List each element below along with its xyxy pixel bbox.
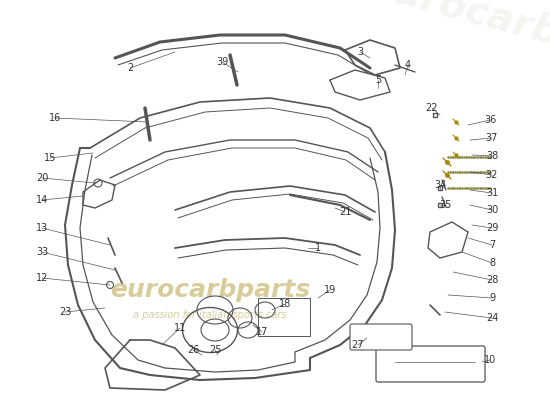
- Text: eurocarbparts: eurocarbparts: [365, 0, 550, 84]
- Text: 17: 17: [256, 327, 268, 337]
- Text: 11: 11: [174, 323, 186, 333]
- Text: 10: 10: [484, 355, 496, 365]
- Text: a passion for italian sports cars: a passion for italian sports cars: [133, 310, 287, 320]
- Text: 4: 4: [405, 60, 411, 70]
- Text: 30: 30: [486, 205, 498, 215]
- FancyBboxPatch shape: [376, 346, 485, 382]
- Text: 2: 2: [127, 63, 133, 73]
- Text: 20: 20: [36, 173, 48, 183]
- FancyBboxPatch shape: [350, 324, 412, 350]
- Text: 22: 22: [426, 103, 438, 113]
- Text: eurocarbparts: eurocarbparts: [110, 278, 310, 302]
- Text: 33: 33: [36, 247, 48, 257]
- Text: 38: 38: [486, 151, 498, 161]
- Text: 21: 21: [339, 207, 351, 217]
- Text: 13: 13: [36, 223, 48, 233]
- Text: 36: 36: [484, 115, 496, 125]
- Text: 32: 32: [486, 170, 498, 180]
- Text: 29: 29: [486, 223, 498, 233]
- Text: 34: 34: [434, 180, 446, 190]
- Text: 31: 31: [486, 188, 498, 198]
- Text: 8: 8: [489, 258, 495, 268]
- Text: 1: 1: [315, 243, 321, 253]
- Text: 14: 14: [36, 195, 48, 205]
- Text: 28: 28: [486, 275, 498, 285]
- Text: 7: 7: [489, 240, 495, 250]
- Text: 12: 12: [36, 273, 48, 283]
- Text: 39: 39: [216, 57, 228, 67]
- Text: 25: 25: [209, 345, 221, 355]
- Text: 5: 5: [375, 75, 381, 85]
- Text: 15: 15: [44, 153, 56, 163]
- Text: 35: 35: [439, 200, 451, 210]
- Text: 3: 3: [357, 47, 363, 57]
- Text: 16: 16: [49, 113, 61, 123]
- Text: 27: 27: [352, 340, 364, 350]
- Bar: [258, 298, 310, 336]
- Text: 26: 26: [187, 345, 199, 355]
- Text: 24: 24: [486, 313, 498, 323]
- Text: 18: 18: [279, 299, 291, 309]
- Text: 19: 19: [324, 285, 336, 295]
- Text: 37: 37: [486, 133, 498, 143]
- Text: 23: 23: [59, 307, 71, 317]
- Text: 9: 9: [489, 293, 495, 303]
